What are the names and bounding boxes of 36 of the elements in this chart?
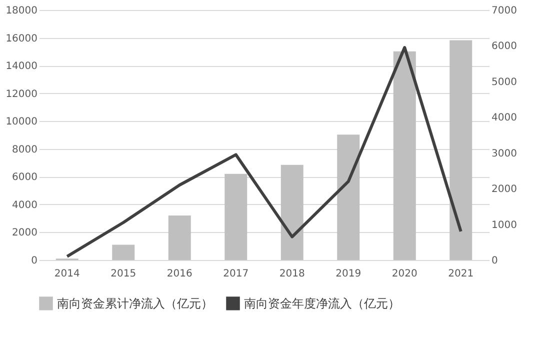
y-tick-label: 0 xyxy=(31,256,38,266)
y2-tick-label: 5000 xyxy=(492,76,517,88)
y2-tick-label: 7000 xyxy=(492,6,517,16)
x-tick-label: 2017 xyxy=(223,268,249,280)
bar xyxy=(112,244,135,260)
x-tick-label: 2016 xyxy=(166,268,192,280)
x-tick-label: 2018 xyxy=(279,268,305,280)
bar xyxy=(450,40,472,260)
y-tick-label: 16000 xyxy=(6,33,38,44)
legend-label: 南向资金年度净流入（亿元） xyxy=(244,296,400,310)
bar xyxy=(168,216,191,260)
y2-tick-label: 4000 xyxy=(492,112,517,124)
bar xyxy=(337,134,360,260)
y2-tick-label: 1000 xyxy=(492,220,517,231)
bar xyxy=(393,51,416,260)
bar xyxy=(224,174,248,260)
legend-label: 南向资金累计净流入（亿元） xyxy=(57,296,213,310)
y-tick-label: 2000 xyxy=(12,228,38,239)
x-tick-label: 2021 xyxy=(448,268,474,280)
x-tick-label: 2020 xyxy=(392,268,418,280)
y2-tick-label: 6000 xyxy=(492,41,517,52)
y2-tick-label: 0 xyxy=(492,256,498,266)
y2-tick-label: 3000 xyxy=(492,148,517,160)
y-tick-label: 6000 xyxy=(12,172,38,184)
y-tick-label: 12000 xyxy=(6,88,38,100)
bar xyxy=(280,164,304,260)
x-tick-label: 2019 xyxy=(336,268,362,280)
y-tick-label: 8000 xyxy=(12,144,38,156)
y-tick-label: 14000 xyxy=(6,61,38,72)
y2-tick-label: 2000 xyxy=(492,184,517,196)
x-tick-label: 2014 xyxy=(54,268,80,280)
y-tick-label: 4000 xyxy=(12,200,38,211)
y-tick-label: 18000 xyxy=(6,6,38,16)
x-tick-label: 2015 xyxy=(110,268,136,280)
y-tick-label: 10000 xyxy=(6,116,38,128)
line-series xyxy=(66,46,462,258)
